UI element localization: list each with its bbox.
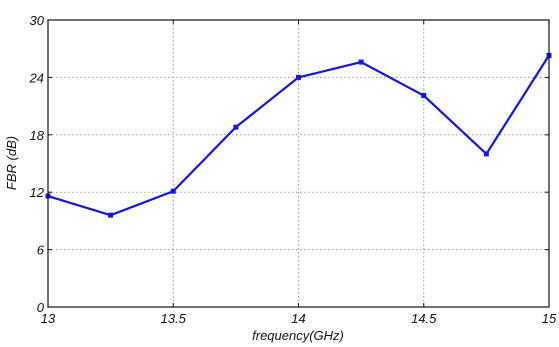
y-tick-label: 30: [30, 13, 45, 28]
tick-marks: [47, 19, 550, 308]
x-tick-label: 13.5: [161, 311, 187, 326]
x-axis-label: frequency(GHz): [252, 328, 344, 343]
x-tick-labels: 13 13.5 14 14.5 15: [41, 311, 557, 326]
x-tick-label: 14: [291, 311, 305, 326]
x-tick-label: 15: [542, 311, 557, 326]
x-tick-label: 13: [41, 311, 56, 326]
data-point: [483, 151, 489, 157]
data-point: [170, 188, 176, 194]
data-point: [421, 93, 427, 99]
y-axis-label: FBR (dB): [4, 136, 19, 190]
y-tick-label: 12: [30, 185, 45, 200]
plot-frame: [47, 19, 550, 308]
x-tick-label: 14.5: [411, 311, 437, 326]
y-tick-label: 24: [29, 70, 44, 85]
data-point: [296, 74, 301, 80]
grid-lines: [48, 20, 549, 307]
data-point: [358, 59, 364, 65]
y-tick-labels: 0 6 12 18 24 30: [29, 13, 45, 315]
y-tick-label: 6: [37, 243, 45, 258]
y-tick-label: 0: [37, 300, 45, 315]
data-point: [233, 124, 239, 130]
data-point: [108, 212, 114, 218]
y-tick-label: 18: [30, 128, 45, 143]
